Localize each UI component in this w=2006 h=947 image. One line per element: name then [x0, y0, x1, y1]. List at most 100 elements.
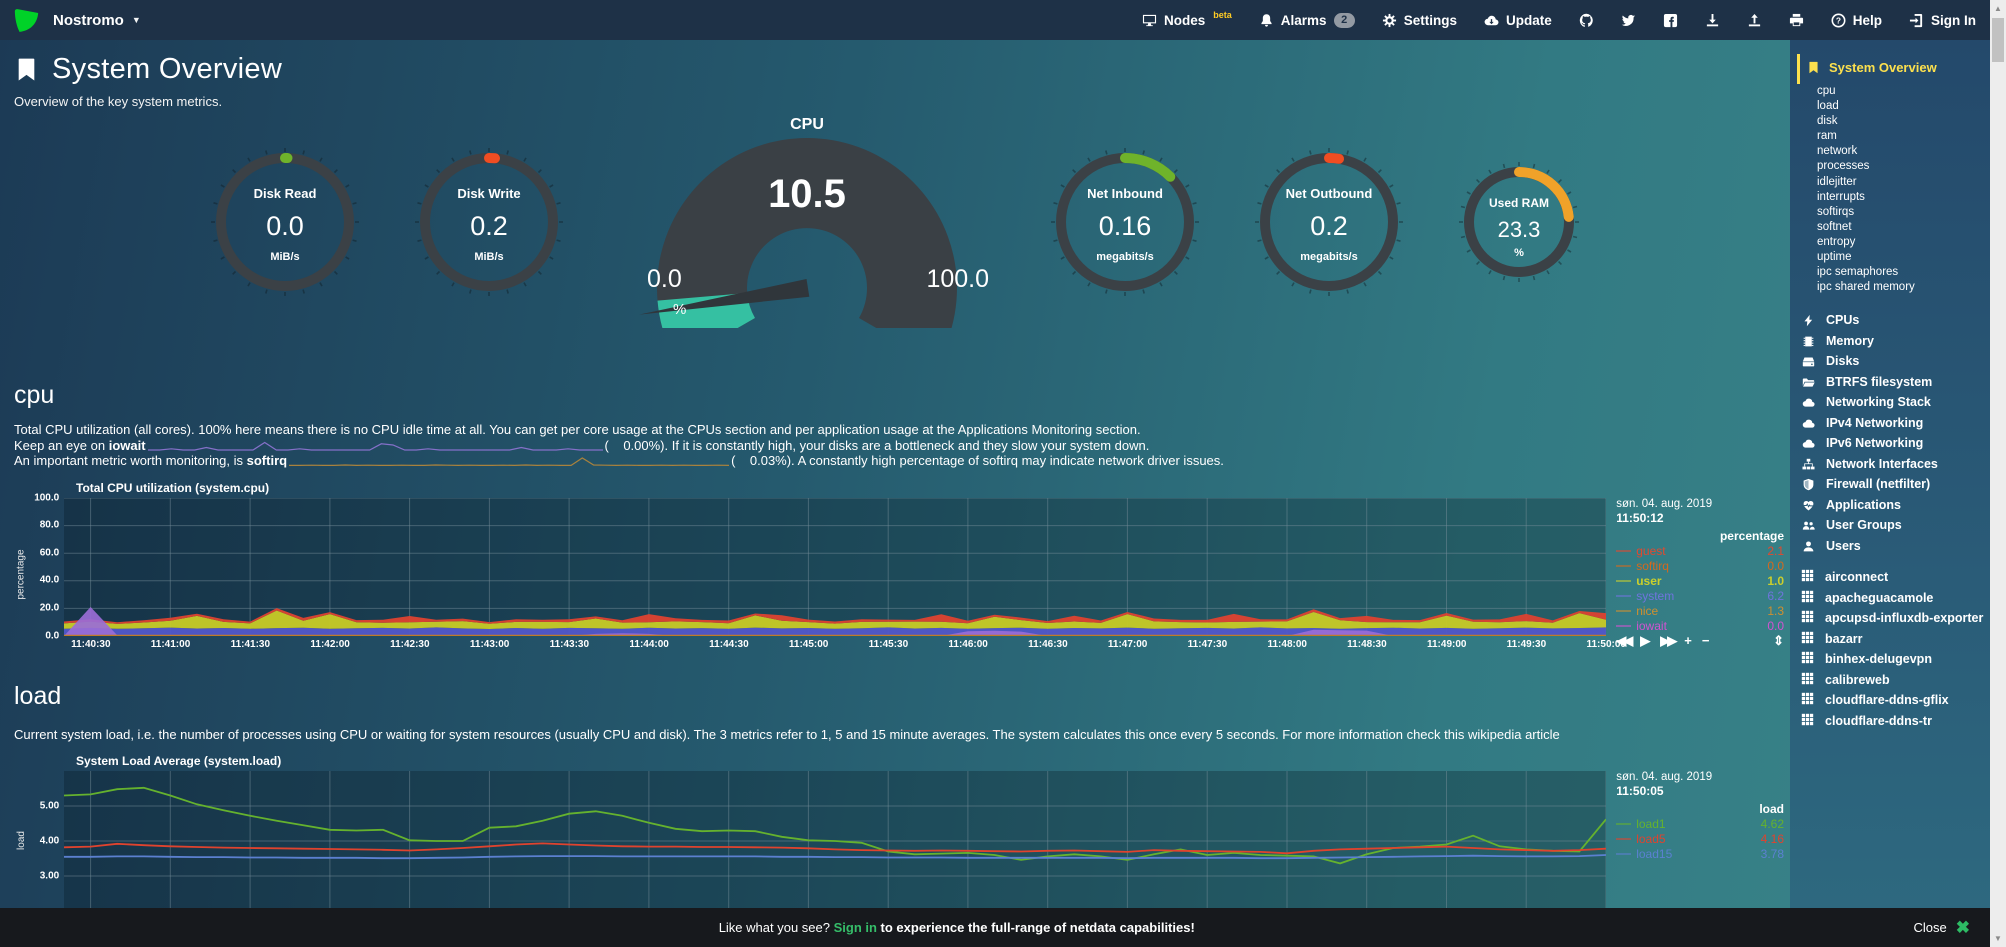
legend-dash: [1616, 609, 1632, 612]
sidebar-item-system-overview[interactable]: System Overview: [1790, 54, 1990, 84]
sidebar-item-cpus[interactable]: CPUs: [1801, 310, 1990, 331]
sidebar-item-applications[interactable]: Applications: [1801, 495, 1990, 516]
facebook-icon[interactable]: [1663, 13, 1678, 28]
gauge-disk-read[interactable]: Disk Read 0.0 MiB/s: [209, 146, 361, 298]
alarm-count-badge: 2: [1333, 12, 1355, 28]
legend-units-header: load: [1759, 801, 1784, 816]
backwards-button[interactable]: ◀◀: [1616, 632, 1633, 648]
x-axis-tick: 11:49:30: [1506, 638, 1547, 650]
legend-row-system[interactable]: system 6.2: [1616, 589, 1784, 603]
github-icon[interactable]: [1579, 13, 1594, 28]
sidebar-item-ram[interactable]: ram: [1817, 130, 1837, 143]
signin-link[interactable]: Sign in: [833, 920, 877, 935]
sidebar-item-memory[interactable]: Memory: [1801, 331, 1990, 352]
signin-message: Like what you see? Sign in to experience…: [0, 920, 1914, 935]
sidebar-item-uptime[interactable]: uptime: [1817, 251, 1852, 264]
sidebar-item-users[interactable]: Users: [1801, 536, 1990, 557]
play-button[interactable]: ▶: [1640, 632, 1651, 648]
nav-item-nodes[interactable]: Nodes beta: [1142, 10, 1232, 28]
gauge-unit: MiB/s: [474, 250, 504, 263]
x-axis-tick: 11:45:00: [788, 638, 829, 650]
sidebar-sections: CPUs Memory Disks BTRFS filesystem Networkin…: [1790, 310, 1990, 556]
legend-row-iowait[interactable]: iowait 0.0: [1616, 619, 1784, 633]
legend-row-user[interactable]: user 1.0: [1616, 574, 1784, 588]
y-axis-unit-label: percentage: [14, 498, 28, 652]
heartbeat-icon: [1801, 499, 1816, 512]
download-icon[interactable]: [1705, 13, 1720, 28]
sidebar-item-disk[interactable]: disk: [1817, 115, 1838, 128]
sidebar-item-network[interactable]: network: [1817, 145, 1858, 158]
sidebar-item-load[interactable]: load: [1817, 100, 1839, 113]
sidebar-host-label: bazarr: [1825, 631, 1863, 646]
gauge-cpu-meter[interactable]: CPU 10.5 0.0 100.0%: [617, 116, 997, 363]
forwards-button[interactable]: ▶▶: [1660, 632, 1677, 648]
help-button[interactable]: ? Help: [1831, 13, 1882, 28]
signin-button[interactable]: Sign In: [1909, 13, 1976, 28]
zoom-out-button[interactable]: −: [1701, 633, 1710, 648]
sidebar-item-cpu[interactable]: cpu: [1817, 85, 1836, 97]
nav-item-update[interactable]: Update: [1484, 13, 1552, 28]
sidebar-item-interrupts[interactable]: interrupts: [1817, 190, 1865, 203]
sidebar-item-btrfs-filesystem[interactable]: BTRFS filesystem: [1801, 372, 1990, 393]
sidebar-item-networking-stack[interactable]: Networking Stack: [1801, 392, 1990, 413]
sidebar-item-ipv6-networking[interactable]: IPv6 Networking: [1801, 433, 1990, 454]
iowait-term: iowait: [108, 437, 146, 453]
legend-row-nice[interactable]: nice 1.3: [1616, 604, 1784, 618]
sidebar-item-entropy[interactable]: entropy: [1817, 235, 1856, 248]
zoom-in-button[interactable]: +: [1684, 633, 1692, 648]
sidebar-item-processes[interactable]: processes: [1817, 160, 1870, 173]
sidebar-host-label: apacheguacamole: [1825, 590, 1934, 605]
y-axis-tick: 60.0: [39, 547, 60, 559]
sidebar-item-user-groups[interactable]: User Groups: [1801, 515, 1990, 536]
scroll-up-arrow[interactable]: ▲: [1994, 4, 2002, 13]
sidebar-host-bazarr[interactable]: bazarr: [1801, 629, 1986, 650]
legend-row-load5[interactable]: load5 4.16: [1616, 832, 1784, 846]
sidebar-host-cloudflare-ddns-gflix[interactable]: cloudflare-ddns-gflix: [1801, 690, 1986, 711]
nav-item-settings[interactable]: Settings: [1382, 13, 1457, 28]
twitter-icon[interactable]: [1621, 13, 1636, 28]
print-icon[interactable]: [1789, 13, 1804, 28]
sidebar-item-idlejitter[interactable]: idlejitter: [1817, 175, 1857, 188]
sidebar-item-network-interfaces[interactable]: Network Interfaces: [1801, 454, 1990, 475]
nav-item-alarms[interactable]: Alarms 2: [1259, 12, 1355, 28]
legend-row-softirq[interactable]: softirq 0.0: [1616, 559, 1784, 573]
gauge-disk-write[interactable]: Disk Write 0.2 MiB/s: [413, 146, 565, 298]
sidebar-host-cloudflare-ddns-tr[interactable]: cloudflare-ddns-tr: [1801, 711, 1986, 732]
legend-row-load15[interactable]: load15 3.78: [1616, 847, 1784, 861]
scrollbar-thumb[interactable]: [1992, 18, 2004, 62]
sidebar-host-binhex-delugevpn[interactable]: binhex-delugevpn: [1801, 649, 1986, 670]
gauge-unit: megabits/s: [1096, 250, 1154, 263]
sidebar-item-ipv4-networking[interactable]: IPv4 Networking: [1801, 413, 1990, 434]
sidebar-host-apacheguacamole[interactable]: apacheguacamole: [1801, 588, 1986, 609]
scroll-down-arrow[interactable]: ▼: [1994, 934, 2002, 943]
chart-plot-area[interactable]: 11:40:30 11:41:00 11:41:30 11:42:00 11:42:30…: [64, 497, 1626, 652]
x-axis-labels: 11:40:30 11:41:00 11:41:30 11:42:00 11:42:30…: [64, 636, 1626, 652]
y-axis-tick: 40.0: [39, 574, 60, 586]
chart-plot-area[interactable]: [64, 770, 1607, 911]
sidebar-item-softnet[interactable]: softnet: [1817, 220, 1852, 233]
sidebar-item-softirqs[interactable]: softirqs: [1817, 205, 1855, 218]
th-icon: [1801, 692, 1814, 705]
x-axis-tick: 11:50:00: [1586, 638, 1626, 650]
legend-row-guest[interactable]: guest 2.1: [1616, 544, 1784, 558]
sidebar-host-calibreweb[interactable]: calibreweb: [1801, 670, 1986, 691]
sidebar-item-ipc-semaphores[interactable]: ipc semaphores: [1817, 266, 1899, 279]
sidebar-item-disks[interactable]: Disks: [1801, 351, 1990, 372]
sidebar-host-apcupsd-influxdb-exporter[interactable]: apcupsd-influxdb-exporter: [1801, 608, 1986, 629]
resize-button[interactable]: ⇕: [1773, 632, 1784, 648]
sidebar-item-firewall-netfilter[interactable]: Firewall (netfilter): [1801, 474, 1990, 495]
legend-row-load1[interactable]: load1 4.62: [1616, 817, 1784, 831]
sidebar-host-airconnect[interactable]: airconnect: [1801, 567, 1986, 588]
gauge-net-outbound[interactable]: Net Outbound 0.2 megabits/s: [1253, 146, 1405, 298]
x-axis-tick: 11:47:00: [1107, 638, 1148, 650]
gauge-unit: %: [673, 301, 687, 318]
sidebar-item-ipc-shared-memory[interactable]: ipc shared memory: [1817, 281, 1915, 294]
node-selector[interactable]: Nostromo ▼: [13, 8, 141, 33]
th-icon: [1801, 590, 1814, 603]
gauge-used-ram[interactable]: Used RAM 23.3%: [1457, 160, 1581, 284]
close-notification-button[interactable]: Close ✖: [1914, 919, 1971, 936]
legend-series-value: 4.62: [1760, 816, 1784, 831]
upload-icon[interactable]: [1747, 13, 1762, 28]
gauge-net-inbound[interactable]: Net Inbound 0.16 megabits/s: [1049, 146, 1201, 298]
page-scrollbar[interactable]: ▲ ▼: [1990, 0, 2006, 947]
